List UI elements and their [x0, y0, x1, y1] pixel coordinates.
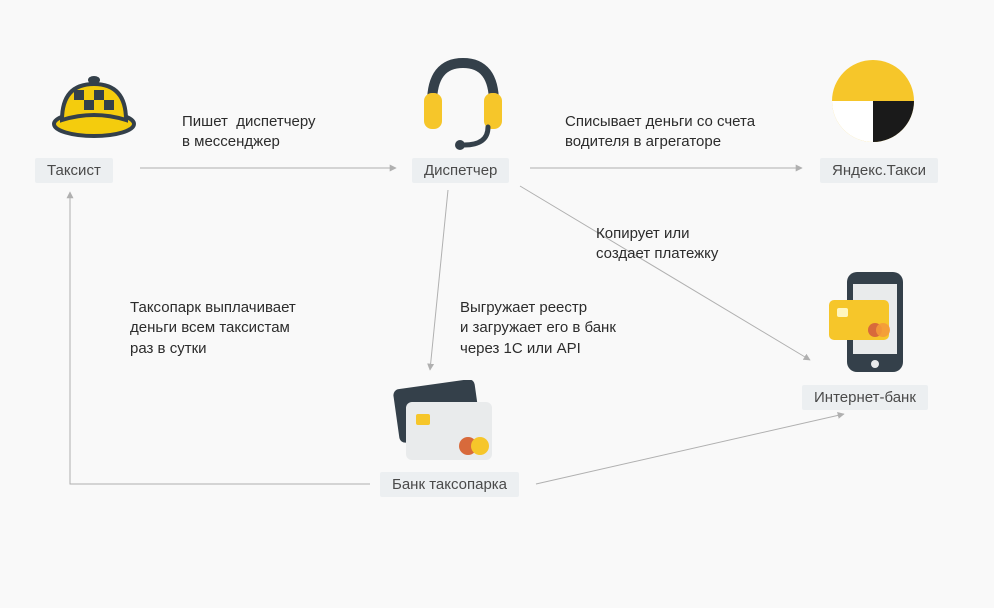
edge-bank-ibank [536, 414, 844, 484]
taxi-cap-icon [50, 70, 138, 145]
edge-label-dispatcher-ibank: Копирует или создает платежку [596, 224, 718, 265]
edge-label-dispatcher-bank: Выгружает реестр и загружает его в банк … [460, 298, 616, 359]
phone-bank-icon [825, 270, 920, 380]
bank-cards-icon [388, 380, 498, 471]
node-label-bank: Банк таксопарка [380, 472, 519, 497]
edge-label-taxi-dispatcher: Пишет диспетчеру в мессенджер [182, 112, 316, 153]
edge-dispatcher-bank [430, 190, 448, 370]
node-label-ibank: Интернет-банк [802, 385, 928, 410]
node-label-yandex: Яндекс.Такси [820, 158, 938, 183]
node-label-taxi: Таксист [35, 158, 113, 183]
node-label-dispatcher: Диспетчер [412, 158, 509, 183]
yandex-taxi-icon [830, 58, 916, 149]
headset-icon [418, 55, 508, 155]
edge-label-dispatcher-yandex: Списывает деньги со счета водителя в агр… [565, 112, 755, 153]
edge-label-bank-taxi: Таксопарк выплачивает деньги всем таксис… [130, 298, 296, 359]
diagram-stage: Таксист Диспетчер Яндекс.Такси Банк такс… [0, 0, 994, 608]
